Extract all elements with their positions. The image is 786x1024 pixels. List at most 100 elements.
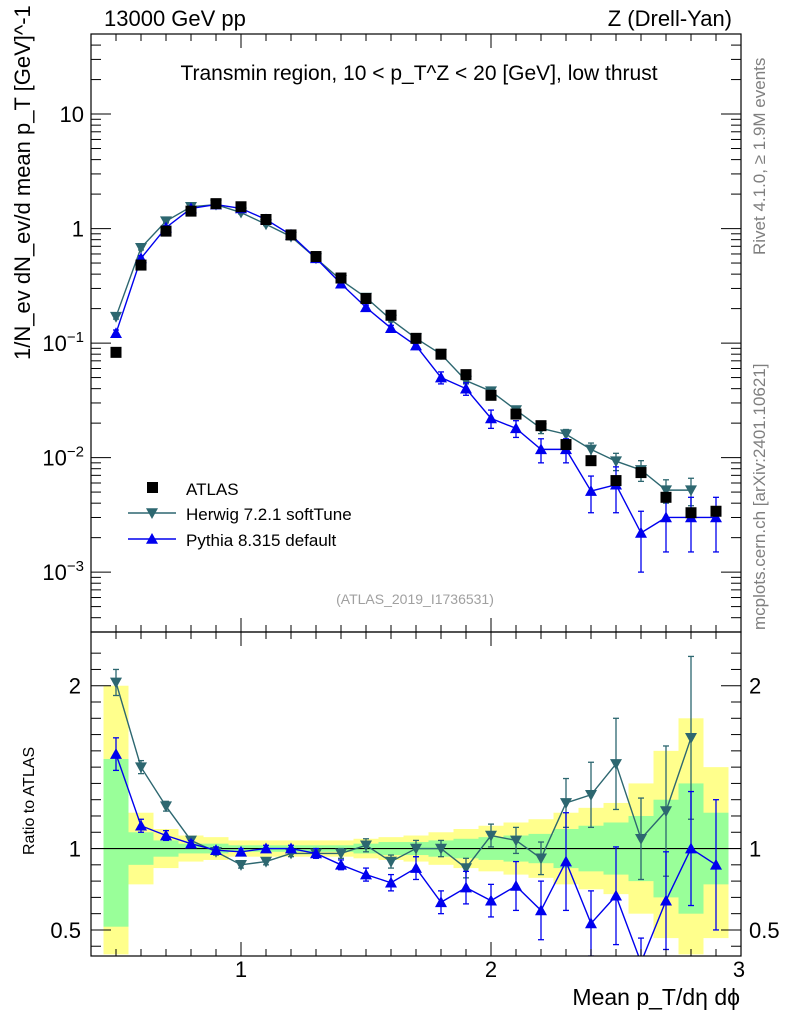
y-tick-label: 1 bbox=[72, 217, 84, 242]
herwig-ratio-marker bbox=[460, 863, 472, 875]
ratio-y-tick-label: 2 bbox=[69, 674, 81, 699]
pythia-ratio-marker bbox=[260, 842, 272, 854]
herwig-ratio-marker bbox=[660, 806, 672, 818]
atlas-marker bbox=[310, 251, 322, 263]
pythia-ratio-marker bbox=[185, 837, 197, 849]
axes: 1 2 3 10−3 10−2 10−1 1 10 0.5 0.5 1 1 2 2 bbox=[42, 33, 780, 982]
x-axis-label: Mean p_T/dη dϕ bbox=[572, 984, 740, 1010]
atlas-marker bbox=[260, 213, 272, 225]
legend-atlas-marker bbox=[147, 482, 158, 493]
x-tick-label-3: 3 bbox=[733, 957, 745, 982]
ratio-band-inner bbox=[103, 758, 129, 927]
pythia-main-marker bbox=[485, 412, 497, 424]
pythia-main-marker bbox=[710, 511, 722, 523]
herwig-main-marker bbox=[135, 242, 147, 254]
atlas-marker bbox=[285, 229, 297, 241]
ratio-y-tick-label-right: 2 bbox=[749, 674, 761, 699]
atlas-marker bbox=[385, 309, 397, 321]
header-left: 13000 GeV pp bbox=[104, 6, 246, 31]
herwig-ratio-marker bbox=[335, 848, 347, 860]
herwig-main-marker bbox=[610, 456, 622, 468]
pythia-ratio-group bbox=[110, 737, 722, 968]
pythia-main-errorbar bbox=[638, 510, 644, 573]
herwig-ratio-marker bbox=[610, 759, 622, 770]
pythia-main-marker bbox=[510, 422, 522, 434]
pythia-main-marker bbox=[385, 322, 397, 333]
pythia-ratio-marker bbox=[110, 748, 122, 759]
data-series bbox=[110, 198, 722, 968]
pythia-ratio-marker bbox=[585, 917, 597, 929]
herwig-main-line bbox=[115, 203, 691, 491]
herwig-ratio-marker bbox=[560, 798, 572, 809]
atlas-marker bbox=[560, 439, 572, 451]
herwig-ratio-marker bbox=[585, 790, 597, 801]
pythia-main-marker bbox=[410, 339, 422, 351]
herwig-ratio-marker bbox=[385, 856, 397, 868]
header-right: Z (Drell-Yan) bbox=[607, 6, 732, 31]
atlas-marker bbox=[160, 225, 172, 237]
herwig-ratio-marker bbox=[135, 762, 147, 774]
herwig-main-marker bbox=[585, 444, 597, 456]
pythia-main-marker bbox=[660, 511, 672, 523]
pythia-main-marker bbox=[360, 301, 372, 313]
x-tick-label-2: 2 bbox=[485, 957, 497, 982]
y-tick-label: 10−1 bbox=[42, 329, 84, 356]
pythia-ratio-marker bbox=[435, 896, 447, 908]
atlas-marker bbox=[335, 272, 347, 284]
pythia-ratio-marker bbox=[385, 876, 397, 888]
atlas-marker bbox=[210, 198, 222, 210]
herwig-main-marker bbox=[110, 311, 122, 323]
pythia-ratio-marker bbox=[285, 842, 297, 854]
pythia-main-marker bbox=[460, 382, 472, 394]
pythia-main-errorbar bbox=[713, 496, 719, 553]
pythia-main-marker bbox=[585, 485, 597, 496]
pythia-ratio-marker bbox=[710, 858, 722, 870]
pythia-ratio-marker bbox=[135, 819, 147, 831]
main-y-axis-label: 1/N_ev dN_ev/d mean p_T [GeV]^-1 bbox=[10, 5, 35, 360]
pythia-ratio-marker bbox=[510, 879, 522, 891]
pythia-ratio-marker bbox=[335, 858, 347, 870]
atlas-marker bbox=[585, 455, 597, 467]
pythia-ratio-errorbar bbox=[638, 937, 644, 956]
ratio-y-tick-label: 0.5 bbox=[50, 918, 81, 943]
pythia-main-marker bbox=[110, 327, 122, 338]
pythia-ratio-marker bbox=[660, 894, 672, 906]
watermark: (ATLAS_2019_I1736531) bbox=[336, 591, 494, 607]
pythia-main-marker bbox=[635, 526, 647, 538]
y-tick-label: 10−3 bbox=[42, 558, 84, 585]
ratio-y-tick-label-right: 1 bbox=[749, 837, 761, 862]
atlas-marker bbox=[660, 491, 672, 503]
herwig-ratio-marker bbox=[510, 835, 522, 847]
pythia-main-errorbar bbox=[688, 496, 694, 553]
pythia-ratio-marker bbox=[560, 855, 572, 867]
pythia-ratio-marker bbox=[310, 847, 322, 859]
atlas-marker bbox=[435, 348, 447, 360]
chart-title: Transmin region, 10 < p_T^Z < 20 [GeV], … bbox=[0, 62, 786, 86]
herwig-main-marker bbox=[560, 429, 572, 441]
atlas-marker bbox=[710, 505, 722, 517]
herwig-ratio-marker bbox=[435, 843, 447, 855]
pythia-ratio-marker bbox=[685, 842, 697, 854]
herwig-ratio-marker bbox=[160, 801, 172, 813]
atlas-marker bbox=[610, 475, 622, 487]
pythia-main-marker bbox=[535, 443, 547, 455]
atlas-marker bbox=[535, 420, 547, 432]
legend-atlas-label: ATLAS bbox=[186, 480, 239, 499]
pythia-ratio-marker bbox=[635, 957, 647, 968]
herwig-ratio-marker bbox=[635, 833, 647, 845]
legend-pythia-label: Pythia 8.315 default bbox=[186, 531, 337, 550]
pythia-main-marker bbox=[435, 371, 447, 383]
herwig-ratio-marker bbox=[485, 830, 497, 842]
herwig-ratio-marker bbox=[360, 840, 372, 852]
legend: ATLAS Herwig 7.2.1 softTune Pythia 8.315 d… bbox=[128, 480, 352, 550]
pythia-main-errorbar bbox=[613, 466, 619, 514]
ratio-uncertainty-bands bbox=[91, 685, 741, 955]
herwig-ratio-marker bbox=[260, 856, 272, 868]
pythia-ratio-marker bbox=[360, 868, 372, 880]
pythia-ratio-marker bbox=[460, 881, 472, 893]
atlas-marker bbox=[635, 467, 647, 479]
atlas-marker bbox=[685, 507, 697, 519]
herwig-ratio-marker bbox=[410, 843, 422, 855]
herwig-ratio-marker bbox=[110, 677, 122, 689]
